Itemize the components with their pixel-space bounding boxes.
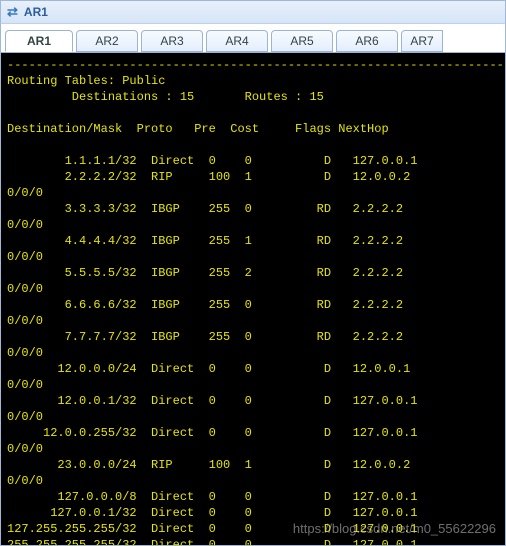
window-title: AR1	[24, 5, 48, 19]
router-icon: ⇄	[7, 4, 18, 20]
tab-ar2[interactable]: AR2	[76, 30, 138, 52]
window-titlebar: ⇄ AR1	[0, 0, 506, 24]
tab-bar: AR1AR2AR3AR4AR5AR6AR7	[0, 24, 506, 52]
tab-ar6[interactable]: AR6	[336, 30, 398, 52]
tab-ar1[interactable]: AR1	[5, 30, 73, 52]
tab-ar5[interactable]: AR5	[271, 30, 333, 52]
tab-ar3[interactable]: AR3	[141, 30, 203, 52]
terminal-output[interactable]: ----------------------------------------…	[0, 52, 506, 546]
tab-ar7[interactable]: AR7	[401, 30, 443, 52]
tab-ar4[interactable]: AR4	[206, 30, 268, 52]
